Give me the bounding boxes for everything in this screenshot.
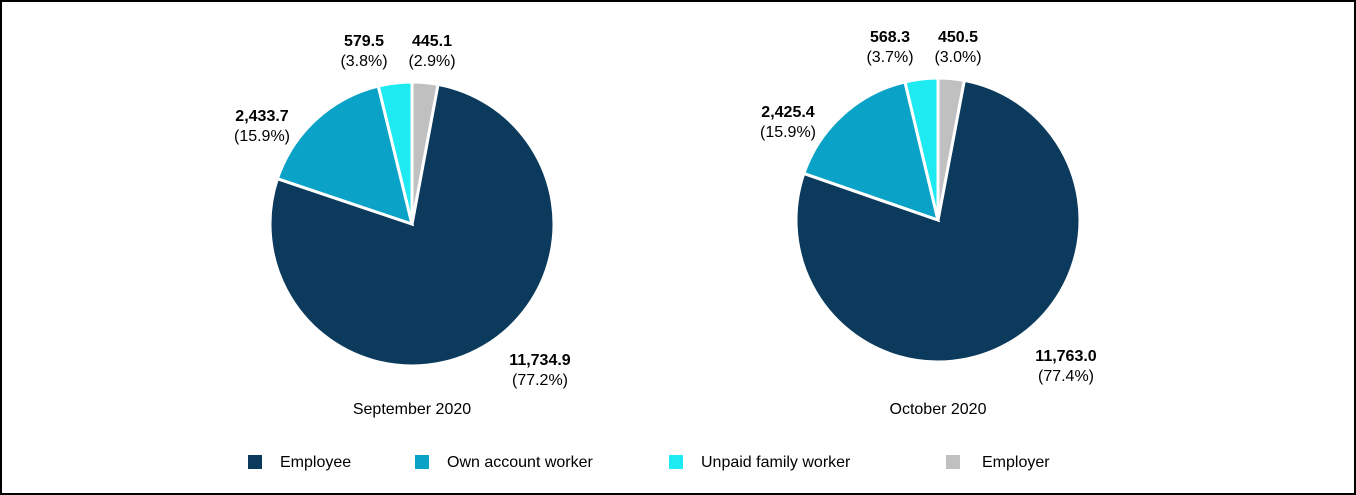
value-label: 11,734.9 [509,352,571,369]
legend-label: Employee [280,454,351,471]
legend-label: Unpaid family worker [701,454,851,471]
pie-slice [410,80,440,225]
pie-title: September 2020 [353,401,471,418]
percent-label: (15.9%) [234,128,290,145]
value-label: 445.1 [412,33,452,50]
legend-label: Employer [982,454,1050,471]
pie-title: October 2020 [890,401,987,418]
value-label: 2,425.4 [761,104,814,121]
legend-label: Own account worker [447,454,594,471]
pie-slice [936,76,967,221]
legend-swatch [946,455,960,469]
value-label: 579.5 [344,33,384,50]
percent-label: (15.9%) [760,124,816,141]
legend-swatch [415,455,429,469]
percent-label: (77.4%) [1038,368,1094,385]
pie-slice [275,84,415,227]
pie-slice [801,80,941,223]
value-label: 450.5 [938,29,978,46]
value-label: 2,433.7 [235,108,288,125]
legend-swatch [248,455,262,469]
legend-swatch [669,455,683,469]
value-label: 11,763.0 [1035,348,1097,365]
percent-label: (3.0%) [934,49,981,66]
percent-label: (77.2%) [512,372,568,389]
value-label: 568.3 [870,29,910,46]
percent-label: (2.9%) [408,53,455,70]
percent-label: (3.8%) [340,53,387,70]
percent-label: (3.7%) [866,49,913,66]
